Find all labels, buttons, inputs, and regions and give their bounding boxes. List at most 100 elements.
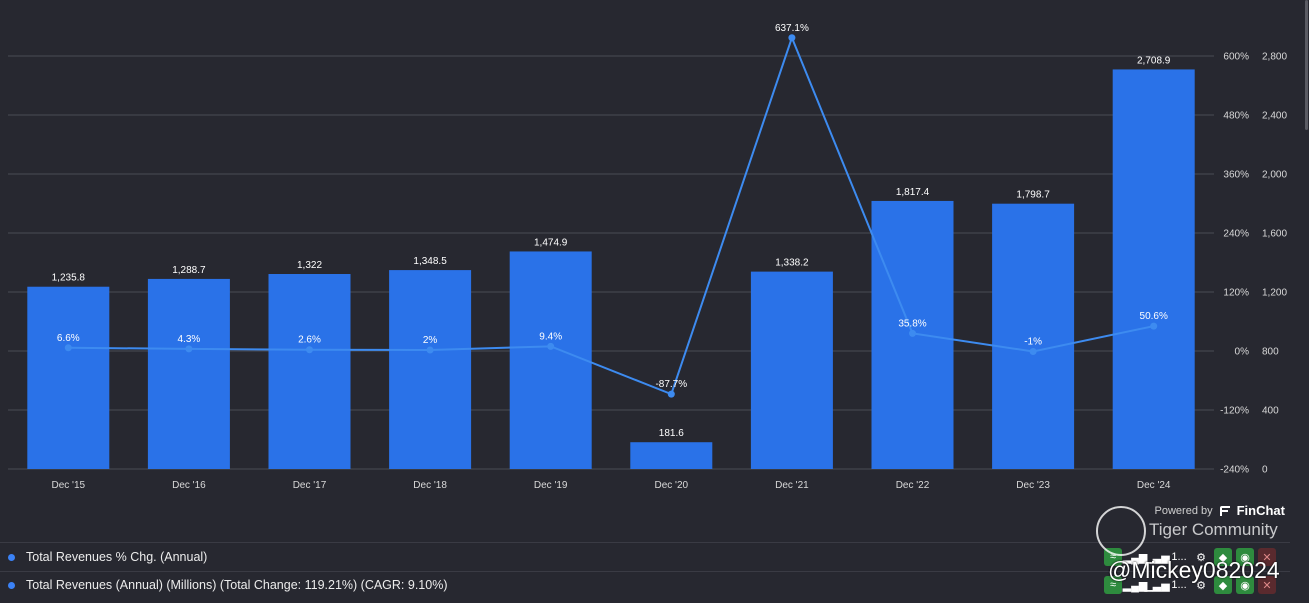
line-point: [426, 346, 434, 354]
right-axis-tick: 400: [1262, 406, 1279, 417]
x-axis-tick: Dec '16: [172, 480, 206, 491]
pct-axis-tick: 0%: [1235, 347, 1250, 358]
right-axis-tick: 800: [1262, 347, 1279, 358]
line-point: [788, 34, 796, 42]
tiger-logo-icon: [1096, 506, 1146, 556]
watermark: Tiger Community @Mickey082024: [1096, 506, 1306, 601]
pct-change-line: [68, 34, 1154, 396]
line-value-label: 50.6%: [1140, 311, 1168, 322]
more-button[interactable]: 1...: [1171, 579, 1187, 591]
line-value-label: 35.8%: [898, 318, 926, 329]
line-point: [185, 345, 193, 353]
bar-value-label: 1,288.7: [172, 265, 206, 276]
bar: [630, 442, 713, 469]
scrollbar-thumb[interactable]: [1305, 0, 1308, 130]
bar-value-label: 1,474.9: [534, 237, 568, 248]
series-toolbar-2: ≈ ▂▄▆ ▁▃▅ 1... ⚙ ◆ ◉ ✕: [1104, 576, 1276, 594]
watermark-user: @Mickey082024: [1108, 557, 1280, 583]
eye-icon[interactable]: ◉: [1236, 548, 1254, 566]
pct-axis-tick: -240%: [1220, 465, 1249, 476]
right-axis-tick: 2,800: [1262, 52, 1287, 63]
line-value-label: 2.6%: [298, 335, 321, 346]
x-axis-tick: Dec '22: [896, 480, 930, 491]
powered-by-text: Powered by: [1154, 504, 1213, 517]
line-value-label: -1%: [1024, 336, 1042, 347]
right-axis-tick: 2,400: [1262, 111, 1287, 122]
x-axis-tick: Dec '23: [1016, 480, 1050, 491]
bar-value-label: 1,817.4: [896, 187, 930, 198]
line-value-label: 9.4%: [539, 331, 562, 342]
line-value-label: 2%: [423, 335, 438, 346]
bar: [268, 274, 351, 469]
x-axis-tick: Dec '21: [775, 480, 809, 491]
right-axis-tick: 1,200: [1262, 288, 1287, 299]
tag-icon[interactable]: ◆: [1214, 576, 1232, 594]
bar-value-label: 1,235.8: [52, 273, 86, 284]
bar: [389, 270, 472, 469]
legend-label: Total Revenues (Annual) (Millions) (Tota…: [26, 578, 448, 592]
bar-value-label: 181.6: [659, 428, 684, 439]
line-point: [1150, 322, 1158, 330]
bar: [147, 278, 230, 469]
powered-by: Powered by FinChat: [1155, 503, 1285, 518]
line-point: [306, 346, 313, 354]
x-axis-tick: Dec '18: [413, 480, 447, 491]
tag-icon[interactable]: ◆: [1214, 548, 1232, 566]
finchat-logo-icon: [1219, 505, 1230, 516]
signal-icon[interactable]: ▁▃▅: [1144, 579, 1170, 592]
x-axis-tick: Dec '17: [293, 480, 327, 491]
bar: [992, 203, 1075, 469]
pct-axis-tick: 600%: [1223, 52, 1249, 63]
bar: [509, 251, 592, 469]
x-axis-tick: Dec '19: [534, 480, 568, 491]
bar: [27, 286, 110, 469]
close-icon[interactable]: ✕: [1258, 576, 1276, 594]
eye-icon[interactable]: ◉: [1236, 576, 1254, 594]
pct-axis-tick: 120%: [1223, 288, 1249, 299]
bar: [1112, 69, 1195, 469]
axes: 0 -240% 400 -120% 800 0% 1,200 120% 1,600 240% 2,0…: [52, 52, 1288, 492]
bar: [750, 271, 833, 469]
line-point: [64, 344, 72, 352]
legend-dot: [8, 581, 15, 589]
line-value-label: 637.1%: [775, 23, 809, 34]
more-button[interactable]: 1...: [1171, 551, 1187, 563]
pct-axis-tick: 240%: [1223, 229, 1249, 240]
x-axis-tick: Dec '24: [1137, 480, 1171, 491]
legend-dot: [8, 553, 15, 561]
line-point: [547, 342, 555, 350]
bar-value-label: 2,708.9: [1137, 55, 1171, 66]
pct-axis-tick: 480%: [1223, 111, 1249, 122]
legend-item-pct-chg[interactable]: Total Revenues % Chg. (Annual): [8, 550, 207, 564]
pct-axis-tick: 360%: [1223, 170, 1249, 181]
line-point: [1029, 347, 1037, 355]
bar-value-label: 1,798.7: [1016, 190, 1050, 201]
bar-value-label: 1,348.5: [413, 256, 447, 267]
legend-label: Total Revenues % Chg. (Annual): [26, 550, 208, 564]
line-value-label: -87.7%: [655, 379, 687, 390]
data-labels: 1,235.8 1,288.7 1,322 1,348.5 1,474.9 181.6 1,…: [52, 23, 1171, 439]
pct-axis-tick: -120%: [1220, 406, 1249, 417]
legend-divider: [0, 571, 1290, 572]
line-point: [667, 390, 675, 398]
legend-item-revenues[interactable]: Total Revenues (Annual) (Millions) (Tota…: [8, 578, 447, 592]
gear-icon[interactable]: ⚙: [1196, 579, 1206, 592]
line-series: [64, 34, 1158, 398]
right-axis-tick: 2,000: [1262, 170, 1287, 181]
combo-chart: 1,235.8 1,288.7 1,322 1,348.5 1,474.9 181.6 1,…: [8, 23, 1288, 492]
trend-icon[interactable]: ≈: [1104, 576, 1122, 594]
watermark-community: Tiger Community: [1149, 520, 1278, 539]
bar-chart-icon[interactable]: ▂▄▆: [1122, 579, 1148, 592]
right-axis-tick: 0: [1262, 465, 1268, 476]
line-value-label: 4.3%: [178, 334, 201, 345]
bar-value-label: 1,322: [297, 260, 322, 271]
bar-value-label: 1,338.2: [775, 258, 809, 269]
x-axis-tick: Dec '20: [655, 480, 689, 491]
bar-series: [27, 69, 1195, 469]
line-value-label: 6.6%: [57, 333, 80, 344]
signal-icon[interactable]: ▁▃▅: [1144, 551, 1170, 564]
finchat-brand[interactable]: FinChat: [1236, 503, 1285, 518]
close-icon[interactable]: ✕: [1258, 548, 1276, 566]
gear-icon[interactable]: ⚙: [1196, 551, 1206, 564]
x-axis-tick: Dec '15: [52, 480, 86, 491]
